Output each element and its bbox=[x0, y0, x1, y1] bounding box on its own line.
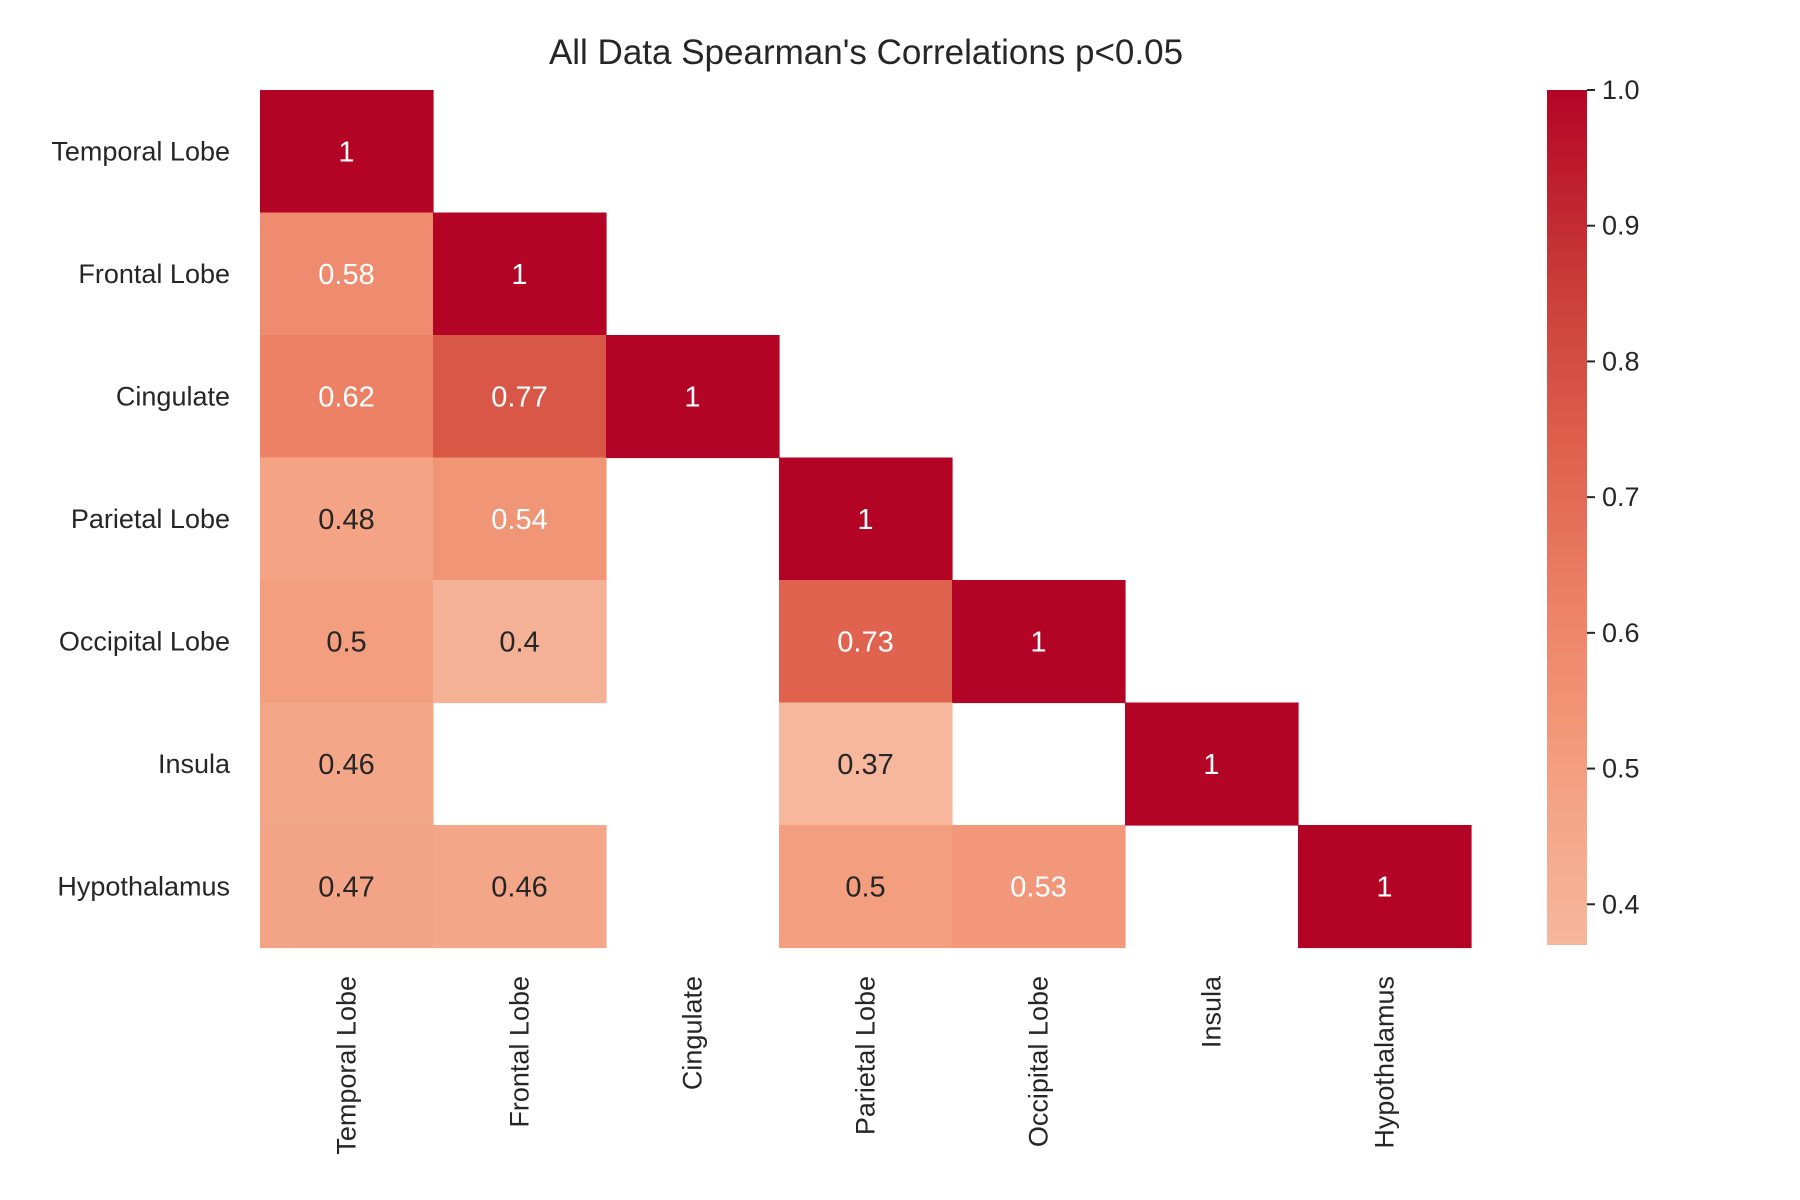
heatmap-cell-2-1 bbox=[433, 335, 607, 459]
row-label: Hypothalamus bbox=[57, 871, 230, 901]
column-label: Hypothalamus bbox=[1370, 976, 1400, 1149]
column-label: Parietal Lobe bbox=[851, 976, 881, 1135]
cell-value-5-0: 0.46 bbox=[318, 749, 374, 781]
cell-value-6-1: 0.46 bbox=[491, 871, 547, 903]
column-label: Insula bbox=[1197, 975, 1227, 1048]
cell-value-5-5: 1 bbox=[1203, 749, 1219, 781]
cell-value-2-2: 1 bbox=[684, 381, 700, 413]
heatmap-cell-6-4 bbox=[952, 825, 1126, 949]
heatmap-cell-1-1 bbox=[433, 212, 607, 336]
heatmap-cell-5-5 bbox=[1125, 702, 1299, 826]
cell-value-6-4: 0.53 bbox=[1010, 871, 1066, 903]
cell-value-3-1: 0.54 bbox=[491, 504, 547, 536]
cell-value-5-3: 0.37 bbox=[837, 749, 893, 781]
cell-value-1-1: 1 bbox=[511, 259, 527, 291]
colorbar-tick-label: 0.4 bbox=[1602, 889, 1640, 919]
heatmap-cell-0-0 bbox=[260, 90, 434, 214]
heatmap-cell-3-1 bbox=[433, 457, 607, 581]
cell-value-6-0: 0.47 bbox=[318, 871, 374, 903]
row-labels: Temporal Lobe Frontal Lobe Cingulate Pariet… bbox=[51, 136, 231, 901]
heatmap-cell-6-3 bbox=[779, 825, 953, 949]
colorbar bbox=[1547, 90, 1587, 945]
cell-value-6-6: 1 bbox=[1376, 871, 1392, 903]
column-label: Temporal Lobe bbox=[332, 976, 362, 1155]
heatmap-cell-6-0 bbox=[260, 825, 434, 949]
row-label: Occipital Lobe bbox=[59, 626, 230, 656]
heatmap-cell-5-0 bbox=[260, 702, 434, 826]
heatmap-cell-3-3 bbox=[779, 457, 953, 581]
cell-value-3-0: 0.48 bbox=[318, 504, 374, 536]
heatmap-cell-2-2 bbox=[606, 335, 780, 459]
cell-value-4-1: 0.4 bbox=[499, 626, 539, 658]
heatmap-cell-4-0 bbox=[260, 580, 434, 704]
cell-value-2-1: 0.77 bbox=[491, 381, 547, 413]
heatmap-cell-4-4 bbox=[952, 580, 1126, 704]
colorbar-ticks: 1.0 0.9 0.8 0.7 0.6 0.5 0.4 bbox=[1587, 75, 1640, 919]
cell-value-3-3: 1 bbox=[857, 504, 873, 536]
cell-value-4-3: 0.73 bbox=[837, 626, 893, 658]
heatmap-cell-3-0 bbox=[260, 457, 434, 581]
heatmap-cell-1-0 bbox=[260, 212, 434, 336]
heatmap-cell-6-6 bbox=[1298, 825, 1472, 949]
colorbar-tick-label: 0.9 bbox=[1602, 211, 1640, 241]
cell-value-4-4: 1 bbox=[1030, 626, 1046, 658]
cell-value-6-3: 0.5 bbox=[845, 871, 885, 903]
row-label: Parietal Lobe bbox=[71, 504, 230, 534]
column-labels: Temporal Lobe Frontal Lobe Cingulate Pariet… bbox=[332, 975, 1400, 1155]
colorbar-tick-label: 0.8 bbox=[1602, 346, 1640, 376]
cell-value-1-0: 0.58 bbox=[318, 259, 374, 291]
heatmap-cell-6-1 bbox=[433, 825, 607, 949]
row-label: Frontal Lobe bbox=[78, 259, 230, 289]
column-label: Frontal Lobe bbox=[505, 976, 535, 1128]
colorbar-tick-label: 0.7 bbox=[1602, 482, 1640, 512]
column-label: Cingulate bbox=[678, 976, 708, 1090]
row-label: Insula bbox=[158, 749, 231, 779]
colorbar-tick-label: 0.5 bbox=[1602, 754, 1640, 784]
cell-value-2-0: 0.62 bbox=[318, 381, 374, 413]
colorbar-tick-label: 0.6 bbox=[1602, 618, 1640, 648]
cell-value-4-0: 0.5 bbox=[326, 626, 366, 658]
heatmap-cell-2-0 bbox=[260, 335, 434, 459]
row-label: Temporal Lobe bbox=[51, 136, 230, 166]
row-label: Cingulate bbox=[116, 381, 230, 411]
chart-title: All Data Spearman's Correlations p<0.05 bbox=[549, 33, 1183, 72]
heatmap-cell-4-1 bbox=[433, 580, 607, 704]
heatmap-cell-5-3 bbox=[779, 702, 953, 826]
column-label: Occipital Lobe bbox=[1024, 976, 1054, 1147]
heatmap-cells: 1 0.58 1 0.62 0.77 1 0.48 0.54 1 0.5 0.4 0.73 1 0.46 0… bbox=[260, 90, 1472, 949]
colorbar-tick-label: 1.0 bbox=[1602, 75, 1640, 105]
heatmap-cell-4-3 bbox=[779, 580, 953, 704]
cell-value-0-0: 1 bbox=[338, 136, 354, 168]
